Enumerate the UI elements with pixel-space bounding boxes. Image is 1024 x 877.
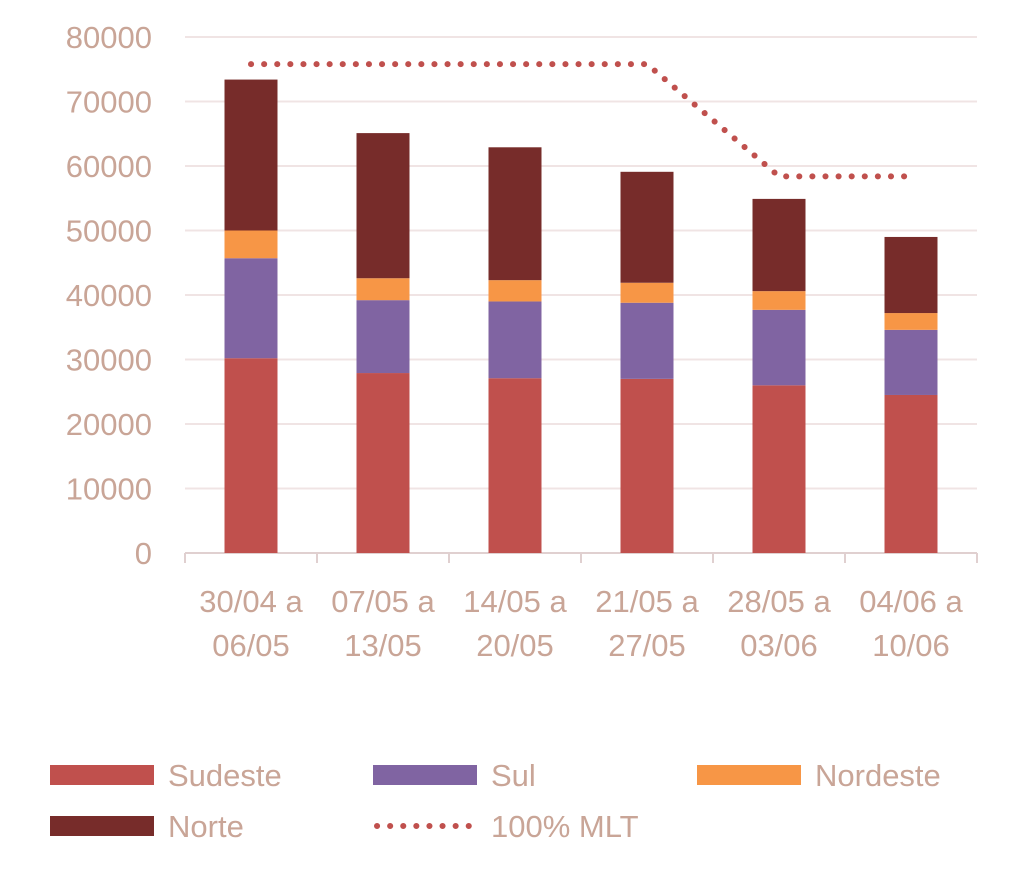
bar-sul [356, 300, 410, 374]
x-tick-label: 10/06 [872, 628, 950, 663]
legend-item-nordeste: Nordeste [697, 758, 941, 793]
bar-sudeste [356, 373, 410, 553]
y-tick-label: 70000 [66, 85, 152, 120]
legend-item-100-mlt: 100% MLT [374, 809, 639, 844]
bar-sul [884, 329, 938, 395]
y-tick-label: 20000 [66, 407, 152, 442]
legend-label: Norte [168, 809, 244, 844]
legend-item-norte: Norte [50, 809, 244, 844]
legend-label: 100% MLT [491, 809, 639, 844]
bar-sul [488, 301, 542, 379]
bar-norte [752, 198, 806, 292]
bar-sul [224, 258, 278, 359]
legend-swatch [373, 765, 477, 785]
bar-norte [620, 171, 674, 283]
y-tick-label: 0 [135, 536, 152, 571]
bar-sul [752, 309, 806, 386]
bar-norte [224, 79, 278, 231]
x-tick-label: 14/05 a [463, 584, 567, 619]
y-tick-label: 60000 [66, 149, 152, 184]
bar-nordeste [884, 313, 938, 330]
bar-norte [356, 133, 410, 279]
legend-item-sudeste: Sudeste [50, 758, 282, 793]
bar-nordeste [224, 230, 278, 259]
bar-nordeste [752, 291, 806, 310]
bar-sudeste [224, 358, 278, 553]
legend-item-sul: Sul [373, 758, 536, 793]
y-tick-label: 10000 [66, 472, 152, 507]
y-tick-label: 50000 [66, 214, 152, 249]
bar-norte [488, 147, 542, 281]
y-tick-label: 80000 [66, 20, 152, 55]
x-tick-label: 07/05 a [331, 584, 435, 619]
x-tick-label: 03/06 [740, 628, 818, 663]
legend-label: Nordeste [815, 758, 941, 793]
bar-norte [884, 236, 938, 314]
legend-swatch [697, 765, 801, 785]
bar-sul [620, 302, 674, 379]
x-tick-label: 06/05 [212, 628, 290, 663]
legend-label: Sudeste [168, 758, 282, 793]
bar-sudeste [620, 378, 674, 553]
x-tick-label: 13/05 [344, 628, 422, 663]
bar-sudeste [752, 385, 806, 553]
bar-sudeste [488, 378, 542, 553]
y-tick-label: 40000 [66, 278, 152, 313]
line-100-mlt [248, 61, 914, 180]
bar-nordeste [356, 278, 410, 301]
bar-sudeste [884, 394, 938, 553]
x-tick-label: 27/05 [608, 628, 686, 663]
bar-nordeste [488, 280, 542, 302]
x-tick-label: 28/05 a [727, 584, 831, 619]
legend-swatch [50, 816, 154, 836]
x-tick-label: 04/06 a [859, 584, 963, 619]
x-tick-label: 30/04 a [199, 584, 303, 619]
legend-label: Sul [491, 758, 536, 793]
y-tick-label: 30000 [66, 343, 152, 378]
x-tick-label: 21/05 a [595, 584, 699, 619]
bar-nordeste [620, 282, 674, 303]
x-tick-label: 20/05 [476, 628, 554, 663]
legend-swatch [50, 765, 154, 785]
